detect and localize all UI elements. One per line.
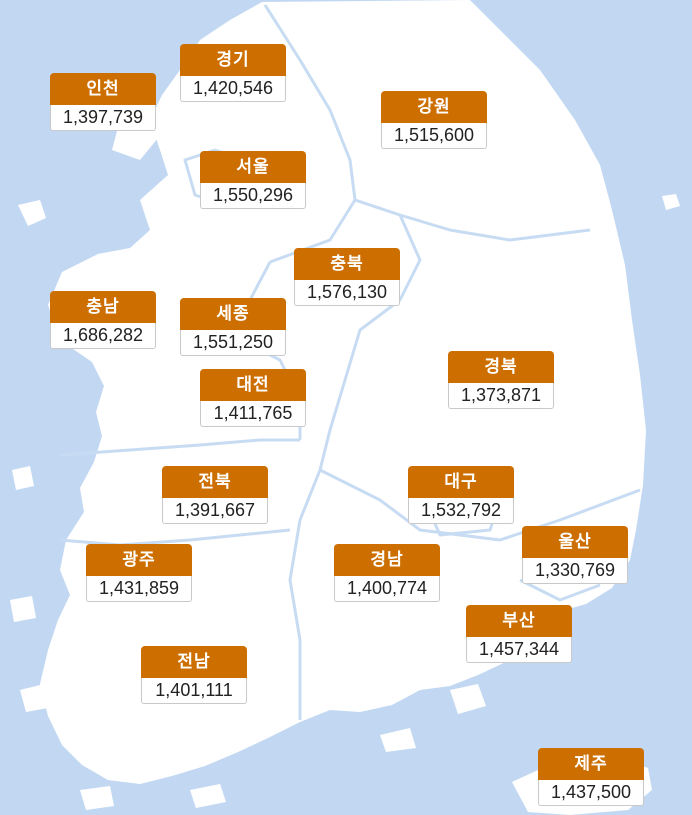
region-name: 광주: [86, 544, 192, 576]
region-label-jeonnam: 전남 1,401,111: [141, 646, 247, 704]
region-value: 1,420,546: [180, 76, 286, 102]
region-name: 강원: [381, 91, 487, 123]
border-chungbuk-gyeongbuk: [318, 214, 422, 471]
border-jeonbuk-north: [59, 438, 300, 457]
region-label-incheon: 인천 1,397,739: [50, 73, 156, 131]
region-label-daegu: 대구 1,532,792: [408, 466, 514, 524]
border-gyeonggi-gangwon: [263, 4, 357, 264]
region-name: 대구: [408, 466, 514, 498]
region-value: 1,550,296: [200, 183, 306, 209]
region-value: 1,401,111: [141, 678, 247, 704]
region-value: 1,400,774: [334, 576, 440, 602]
region-value: 1,437,500: [538, 780, 644, 806]
region-label-seoul: 서울 1,550,296: [200, 151, 306, 209]
region-label-gyeonggi: 경기 1,420,546: [180, 44, 286, 102]
island-west-2: [12, 466, 34, 490]
region-name: 전북: [162, 466, 268, 498]
region-label-busan: 부산 1,457,344: [466, 605, 572, 663]
island-south-2: [190, 784, 226, 808]
region-label-ulsan: 울산 1,330,769: [522, 526, 628, 584]
region-label-jeonbuk: 전북 1,391,667: [162, 466, 268, 524]
region-value: 1,397,739: [50, 105, 156, 131]
region-value: 1,576,130: [294, 280, 400, 306]
region-label-jeju: 제주 1,437,500: [538, 748, 644, 806]
region-name: 부산: [466, 605, 572, 637]
region-name: 충남: [50, 291, 156, 323]
border-jeonbuk-south: [59, 528, 291, 547]
region-label-daejeon: 대전 1,411,765: [200, 369, 306, 427]
island-southwest-2: [20, 684, 48, 712]
region-name: 충북: [294, 248, 400, 280]
region-value: 1,457,344: [466, 637, 572, 663]
region-label-gwangju: 광주 1,431,859: [86, 544, 192, 602]
region-name: 경남: [334, 544, 440, 576]
region-name: 전남: [141, 646, 247, 678]
region-value: 1,532,792: [408, 498, 514, 524]
border-gyeongnam-west: [288, 469, 322, 720]
region-value: 1,391,667: [162, 498, 268, 524]
region-borders: [59, 4, 641, 720]
region-label-chungnam: 충남 1,686,282: [50, 291, 156, 349]
island-south-1: [80, 786, 114, 810]
island-ulleung: [662, 194, 680, 210]
region-label-gyeongbuk: 경북 1,373,871: [448, 351, 554, 409]
region-value: 1,330,769: [522, 558, 628, 584]
island-south-3: [380, 728, 416, 752]
region-name: 제주: [538, 748, 644, 780]
region-value: 1,373,871: [448, 383, 554, 409]
region-value: 1,515,600: [381, 123, 487, 149]
region-value: 1,431,859: [86, 576, 192, 602]
region-name: 인천: [50, 73, 156, 105]
region-name: 경북: [448, 351, 554, 383]
region-name: 서울: [200, 151, 306, 183]
island-geoje: [450, 684, 486, 714]
border-gangwon-chungbuk: [354, 198, 591, 242]
border-busan-ulsan: [519, 578, 601, 602]
region-name: 대전: [200, 369, 306, 401]
border-gyeongbuk-gyeongnam: [319, 468, 641, 542]
region-name: 경기: [180, 44, 286, 76]
region-name: 울산: [522, 526, 628, 558]
region-label-gangwon: 강원 1,515,600: [381, 91, 487, 149]
region-label-gyeongnam: 경남 1,400,774: [334, 544, 440, 602]
region-value: 1,551,250: [180, 330, 286, 356]
island-southwest-1: [10, 596, 36, 622]
region-label-chungbuk: 충북 1,576,130: [294, 248, 400, 306]
region-name: 세종: [180, 298, 286, 330]
region-value: 1,686,282: [50, 323, 156, 349]
region-value: 1,411,765: [200, 401, 306, 427]
region-label-sejong: 세종 1,551,250: [180, 298, 286, 356]
island-west-1: [18, 200, 46, 226]
